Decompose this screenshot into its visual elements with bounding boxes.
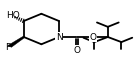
Text: HO: HO [6,11,20,20]
Polygon shape [8,37,25,47]
Text: O: O [73,46,80,55]
Text: N: N [56,32,62,42]
Text: F: F [5,43,10,52]
Text: O: O [89,32,96,42]
